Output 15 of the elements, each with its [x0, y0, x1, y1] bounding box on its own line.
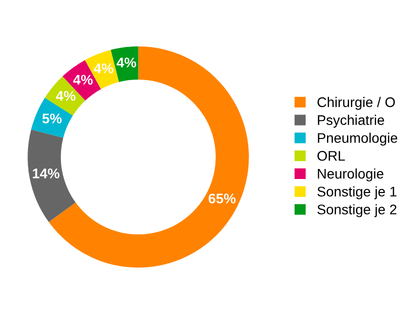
data-label: 14% [32, 168, 60, 178]
data-label: 4% [94, 64, 114, 74]
legend-label: Neurologie [318, 168, 384, 182]
legend-label: ORL [317, 150, 345, 161]
legend-label: Pneumologie [318, 132, 398, 146]
data-label: 65% [208, 194, 236, 204]
legend-label: Chirurgie / O [318, 96, 395, 110]
data-label: 5% [42, 114, 62, 124]
legend-label: Psychiatrie [318, 114, 384, 128]
donut-slice [28, 129, 76, 222]
data-label: 4% [116, 58, 136, 68]
data-label: 4% [56, 90, 76, 101]
data-label: 4% [73, 74, 93, 85]
legend-label: Sonstige je 1 [317, 186, 396, 200]
legend-label: Sonstige je 2 [317, 204, 396, 218]
